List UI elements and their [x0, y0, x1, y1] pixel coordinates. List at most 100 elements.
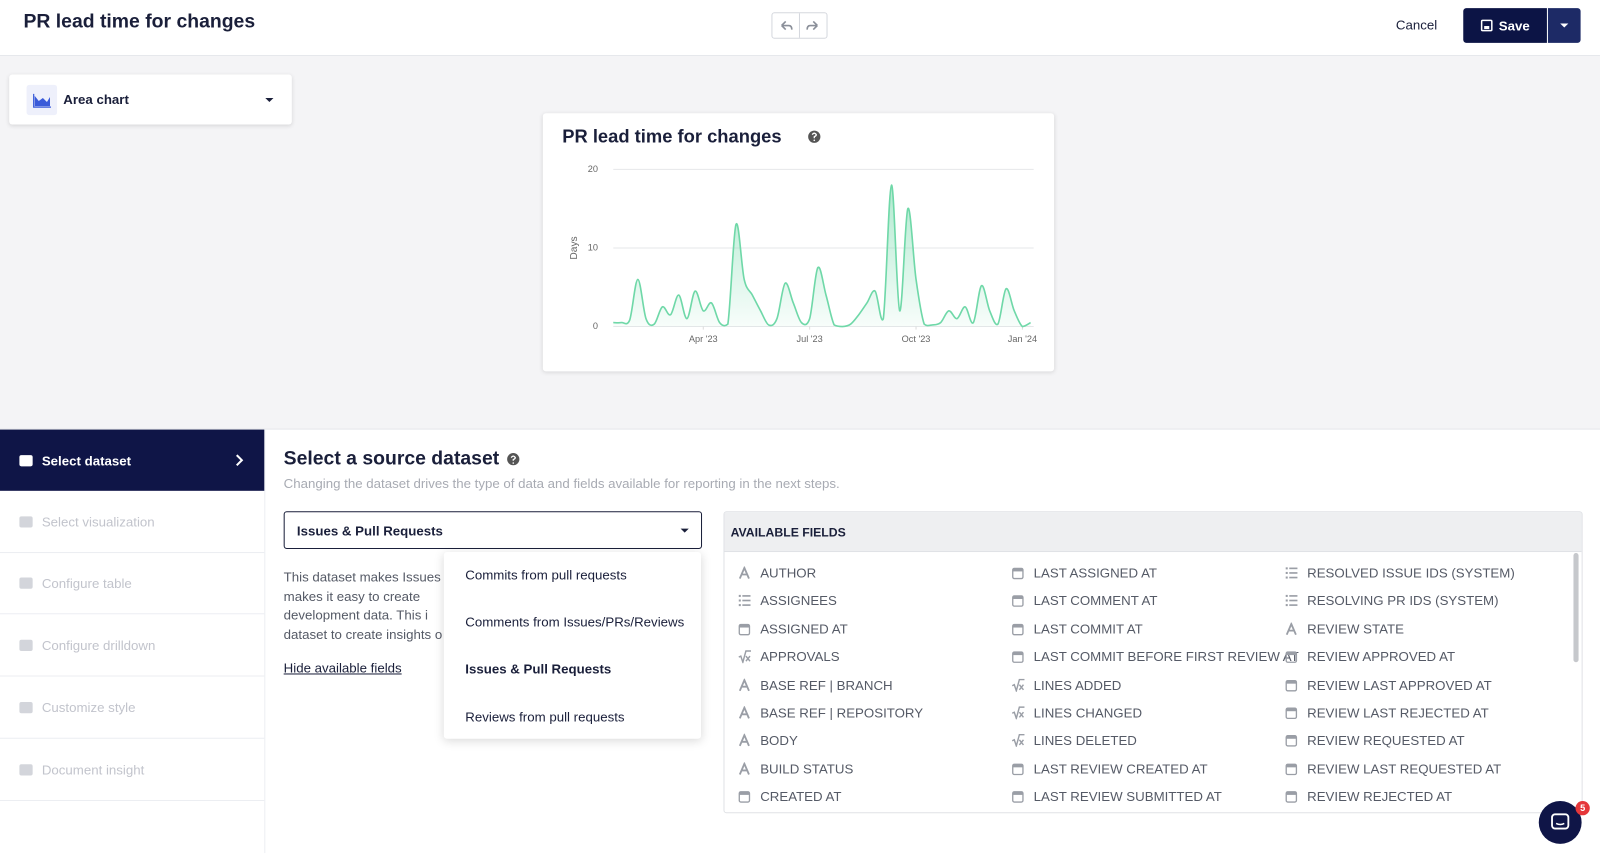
field-icon: [1012, 763, 1024, 775]
icon-shape: [1285, 651, 1298, 664]
field-name: REVIEW LAST REJECTED AT: [1307, 705, 1489, 721]
description-line: development data. This i: [283, 607, 428, 623]
chart-type-label: Area chart: [63, 91, 129, 108]
step[interactable]: Select visualization: [0, 492, 265, 553]
field-icon: [1012, 595, 1024, 608]
field[interactable]: LINES ADDED: [1011, 677, 1121, 692]
field-icon: [1285, 651, 1298, 664]
field[interactable]: REVIEW LAST REJECTED AT: [1285, 705, 1489, 720]
field[interactable]: REVIEW STATE: [1285, 621, 1404, 637]
icon-shape: [19, 577, 33, 590]
field[interactable]: APPROVALS: [738, 649, 840, 664]
line: [613, 184, 1032, 328]
field[interactable]: BUILD STATUS: [738, 761, 853, 776]
field-icon: [738, 762, 750, 775]
field-name: CREATED AT: [760, 788, 842, 805]
field-name: LAST COMMIT BEFORE FIRST REVIEW AT: [1033, 649, 1299, 665]
icon-shape: [738, 604, 741, 607]
step-icon: [19, 701, 33, 714]
dataset-option[interactable]: Reviews from pull requests: [465, 708, 625, 725]
icon-shape: [1289, 604, 1298, 607]
redo-button[interactable]: [798, 13, 827, 38]
field[interactable]: REVIEW LAST REQUESTED AT: [1285, 761, 1501, 776]
help-icon[interactable]: [808, 130, 821, 143]
step[interactable]: Document insight: [0, 739, 265, 801]
field-name: LINES ADDED: [1033, 677, 1122, 693]
icon-shape: [1285, 707, 1298, 720]
icon-shape: [19, 639, 33, 652]
step[interactable]: Customize style: [0, 677, 265, 739]
icon-shape: [1289, 595, 1298, 598]
y-tick-label: 10: [588, 242, 598, 252]
step[interactable]: Configure table: [0, 553, 265, 615]
field[interactable]: CREATED AT: [738, 789, 842, 804]
field[interactable]: BODY: [738, 733, 798, 748]
dataset-option[interactable]: Comments from Issues/PRs/Reviews: [465, 614, 685, 630]
step-icon: [19, 577, 33, 590]
field[interactable]: LAST COMMENT AT: [1011, 593, 1158, 609]
field-icon: [738, 595, 751, 607]
undo-redo: [771, 12, 828, 39]
help-icon[interactable]: [506, 452, 520, 466]
step-icon: [19, 516, 33, 528]
field[interactable]: REVIEW APPROVED AT: [1285, 649, 1455, 664]
toggle-fields-link[interactable]: Hide available fields: [283, 660, 402, 676]
icon-shape: [1285, 763, 1298, 775]
field-name: RESOLVING PR IDS (SYSTEM): [1307, 593, 1499, 609]
field[interactable]: LINES CHANGED: [1011, 705, 1142, 720]
dataset-option[interactable]: Issues & Pull Requests: [465, 661, 612, 677]
field[interactable]: BASE REF | REPOSITORY: [738, 705, 923, 720]
save-menu-button[interactable]: [1547, 8, 1581, 43]
field-icon: [1285, 679, 1298, 692]
icon-shape: [738, 599, 741, 602]
field[interactable]: REVIEW LAST APPROVED AT: [1285, 677, 1492, 692]
step[interactable]: Select dataset: [0, 429, 265, 491]
icon-shape: [1011, 678, 1025, 692]
field[interactable]: ASSIGNED AT: [738, 621, 848, 637]
icon-shape: [19, 454, 33, 466]
area: [613, 185, 1031, 327]
dataset-select[interactable]: Issues & Pull Requests: [283, 511, 703, 549]
icon-shape: [738, 762, 750, 775]
icon-shape: [1285, 622, 1297, 635]
cancel-button[interactable]: Cancel: [1395, 17, 1438, 33]
scrollbar[interactable]: [1573, 553, 1579, 663]
field[interactable]: LAST REVIEW CREATED AT: [1011, 761, 1208, 776]
icon-shape: [1012, 567, 1024, 580]
field[interactable]: REVIEW REJECTED AT: [1285, 789, 1452, 804]
icon-shape: [738, 623, 751, 636]
field[interactable]: ASSIGNEES: [738, 593, 837, 609]
icon-shape: [1286, 792, 1297, 796]
field[interactable]: LINES DELETED: [1011, 733, 1137, 748]
description-line: dataset to create insights o: [283, 626, 443, 642]
field[interactable]: REVIEW REQUESTED AT: [1285, 733, 1465, 748]
field-name: LAST REVIEW SUBMITTED AT: [1033, 788, 1222, 805]
undo-button[interactable]: [772, 13, 799, 37]
icon-shape: [738, 566, 750, 579]
field-icon: [1285, 707, 1298, 720]
field[interactable]: LAST COMMIT BEFORE FIRST REVIEW AT: [1011, 649, 1299, 664]
field-name: LAST COMMENT AT: [1033, 593, 1158, 609]
field[interactable]: RESOLVED ISSUE IDS (SYSTEM): [1285, 565, 1515, 581]
section-title: Select a source dataset: [284, 448, 521, 470]
chart-type-picker[interactable]: Area chart: [9, 74, 292, 125]
icon-shape: [1012, 624, 1023, 628]
icon-shape: [1286, 680, 1297, 684]
chat-launcher[interactable]: [1538, 801, 1582, 844]
field-name: REVIEW LAST APPROVED AT: [1307, 677, 1492, 693]
field-icon: [1285, 735, 1298, 747]
field[interactable]: LAST ASSIGNED AT: [1011, 565, 1157, 581]
dataset-option[interactable]: Commits from pull requests: [465, 567, 627, 583]
icon-shape: [1012, 763, 1024, 775]
step-label: Select visualization: [41, 513, 155, 530]
fields-panel: AVAILABLE FIELDS: [723, 511, 1583, 814]
field[interactable]: AUTHOR: [738, 565, 816, 581]
field[interactable]: RESOLVING PR IDS (SYSTEM): [1285, 593, 1499, 609]
icon-shape: [1289, 572, 1298, 574]
step[interactable]: Configure drilldown: [0, 615, 265, 677]
field[interactable]: LAST COMMIT AT: [1011, 621, 1143, 637]
field[interactable]: BASE REF | BRANCH: [738, 677, 893, 692]
field[interactable]: LAST REVIEW SUBMITTED AT: [1011, 789, 1222, 804]
save-button[interactable]: Save: [1463, 8, 1547, 43]
